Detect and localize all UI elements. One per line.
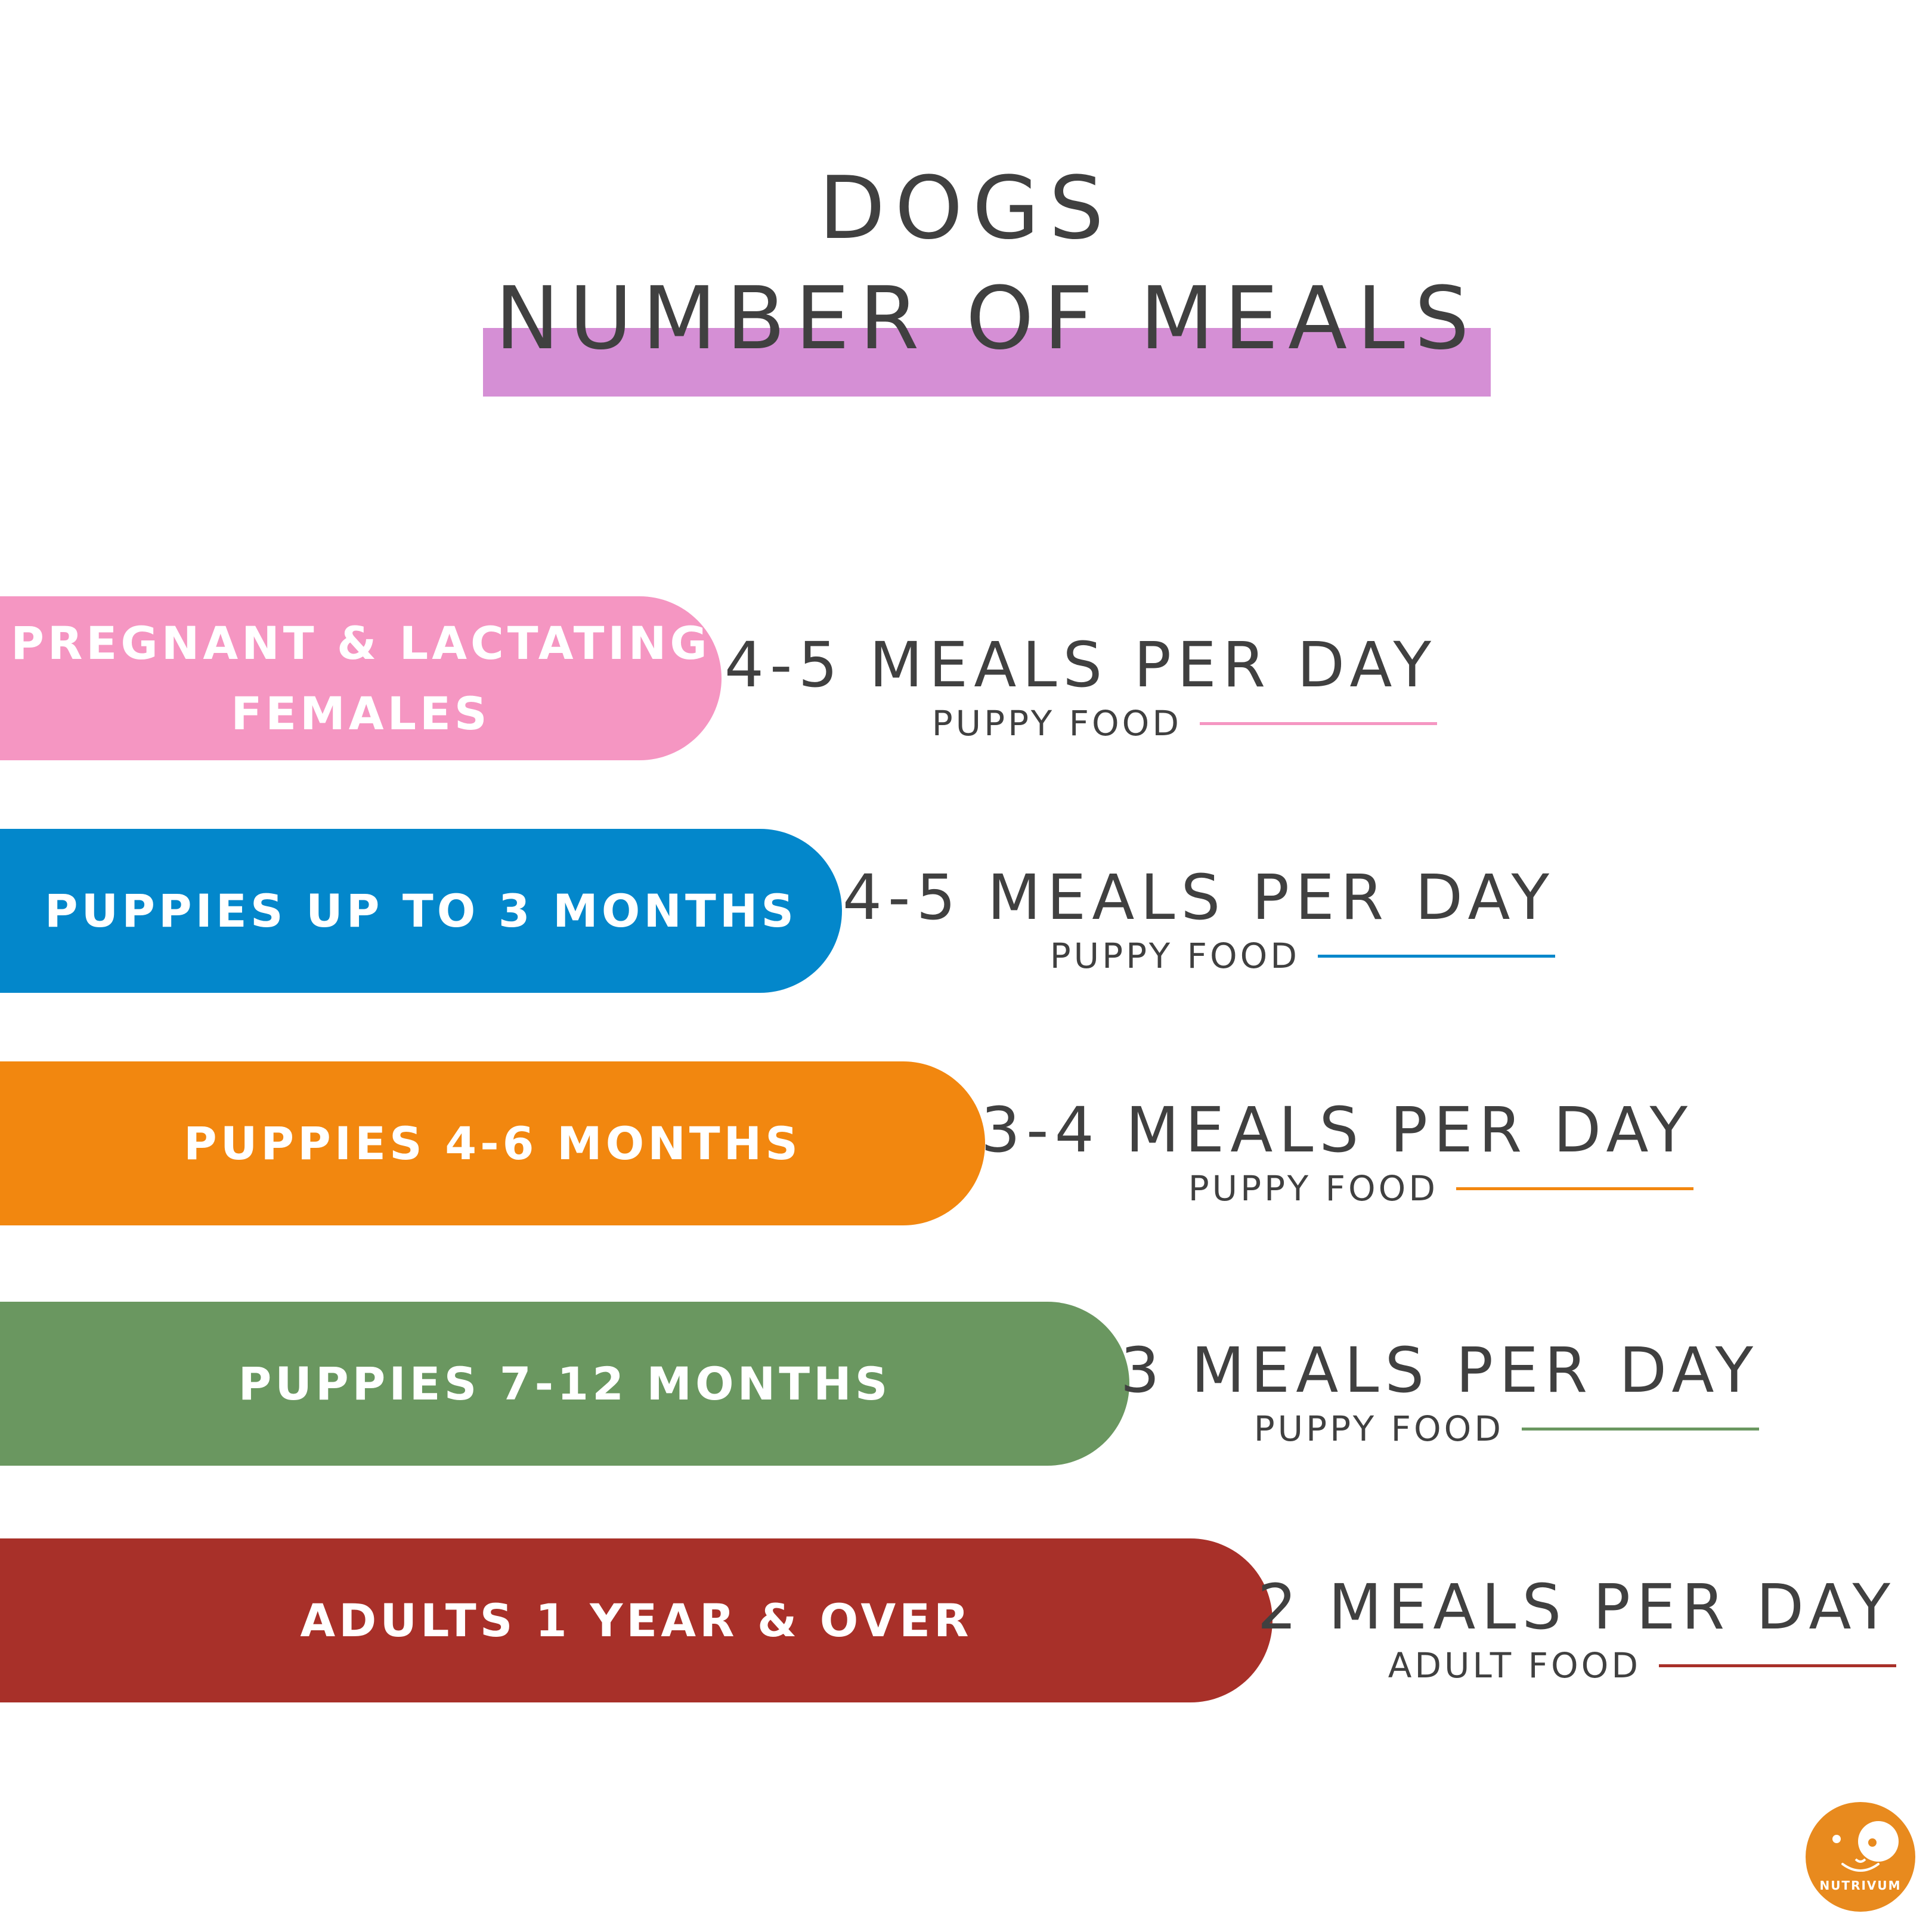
meals-per-day: 3-4 MEALS PER DAY [980, 1094, 1693, 1166]
meal-row-adults: ADULTS 1 YEAR & OVER 2 MEALS PER DAY ADU… [0, 1538, 1932, 1702]
food-type: PUPPY FOOD [1188, 1168, 1438, 1209]
food-type-row: PUPPY FOOD [1254, 1408, 1759, 1450]
food-underline [1522, 1427, 1759, 1431]
food-type-row: ADULT FOOD [1388, 1645, 1896, 1686]
meal-info: 2 MEALS PER DAY ADULT FOOD [1258, 1538, 1896, 1702]
food-type: PUPPY FOOD [931, 703, 1182, 744]
meal-row-puppies-4-6m: PUPPIES 4-6 MONTHS 3-4 MEALS PER DAY PUP… [0, 1061, 1932, 1225]
meals-per-day: 4-5 MEALS PER DAY [842, 861, 1555, 934]
meals-per-day: 3 MEALS PER DAY [1120, 1334, 1759, 1407]
food-type: PUPPY FOOD [1253, 1408, 1504, 1449]
food-underline [1659, 1664, 1896, 1667]
category-label: PREGNANT & LACTATING FEMALES [11, 616, 711, 740]
category-label: PUPPIES UP TO 3 MONTHS [44, 884, 798, 937]
meal-row-puppies-7-12m: PUPPIES 7-12 MONTHS 3 MEALS PER DAY PUPP… [0, 1302, 1932, 1466]
food-type: PUPPY FOOD [1049, 936, 1300, 976]
page-title-line1: DOGS [818, 158, 1114, 259]
meal-info: 4-5 MEALS PER DAY PUPPY FOOD [724, 596, 1437, 760]
category-pill: PREGNANT & LACTATING FEMALES [0, 596, 722, 760]
meal-info: 3-4 MEALS PER DAY PUPPY FOOD [981, 1061, 1693, 1225]
category-pill: PUPPIES 7-12 MONTHS [0, 1302, 1129, 1466]
food-underline [1318, 954, 1555, 958]
meals-per-day: 2 MEALS PER DAY [1257, 1571, 1896, 1643]
category-label: ADULTS 1 YEAR & OVER [300, 1593, 973, 1647]
food-underline [1200, 722, 1437, 725]
dog-face-icon [1832, 1821, 1899, 1872]
page-title-wrap: NUMBER OF MEALS [483, 271, 1491, 397]
food-type-row: PUPPY FOOD [1188, 1168, 1693, 1209]
meal-info: 4-5 MEALS PER DAY PUPPY FOOD [843, 829, 1555, 993]
meal-row-pregnant: PREGNANT & LACTATING FEMALES 4-5 MEALS P… [0, 596, 1932, 760]
category-label: PUPPIES 4-6 MONTHS [184, 1116, 801, 1170]
food-type-row: PUPPY FOOD [932, 702, 1437, 744]
brand-logo: NUTRIVUM [1806, 1802, 1915, 1912]
brand-name: NUTRIVUM [1819, 1878, 1902, 1893]
food-underline [1456, 1187, 1693, 1190]
meal-row-puppies-3m: PUPPIES UP TO 3 MONTHS 4-5 MEALS PER DAY… [0, 829, 1932, 993]
title-highlight-bar [483, 328, 1491, 397]
page-title-line2: NUMBER OF MEALS [495, 268, 1479, 369]
category-pill: PUPPIES UP TO 3 MONTHS [0, 829, 842, 993]
food-type: ADULT FOOD [1388, 1645, 1641, 1686]
meals-per-day: 4-5 MEALS PER DAY [724, 628, 1437, 701]
meal-info: 3 MEALS PER DAY PUPPY FOOD [1120, 1302, 1759, 1466]
category-label: PUPPIES 7-12 MONTHS [238, 1357, 891, 1410]
category-pill: ADULTS 1 YEAR & OVER [0, 1538, 1272, 1702]
category-pill: PUPPIES 4-6 MONTHS [0, 1061, 985, 1225]
food-type-row: PUPPY FOOD [1050, 935, 1555, 977]
